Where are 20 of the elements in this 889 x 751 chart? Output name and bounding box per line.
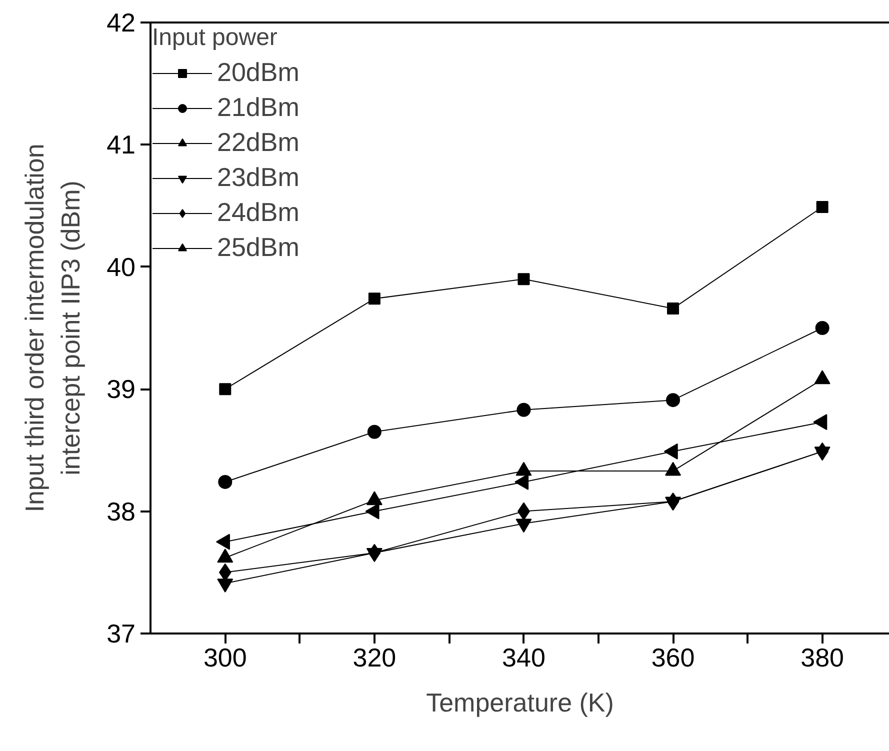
x-tick-label: 300 bbox=[203, 642, 247, 672]
y-tick-label: 41 bbox=[106, 130, 136, 160]
legend-label: 22dBm bbox=[217, 127, 300, 158]
legend-label: 25dBm bbox=[217, 232, 300, 263]
legend-label: 20dBm bbox=[217, 57, 300, 88]
x-tick-label: 340 bbox=[502, 642, 546, 672]
legend-label: 24dBm bbox=[217, 197, 300, 228]
legend-title: Input power bbox=[152, 24, 278, 52]
x-tick-label: 380 bbox=[800, 642, 844, 672]
y-tick-label: 42 bbox=[106, 8, 136, 38]
y-tick-label: 40 bbox=[106, 252, 136, 282]
x-tick-label: 320 bbox=[352, 642, 396, 672]
legend-label: 23dBm bbox=[217, 162, 300, 193]
x-axis-title: Temperature (K) bbox=[426, 688, 614, 718]
y-axis-title: Input third order intermodulation intercept point IIP3 (dBm) bbox=[20, 144, 86, 512]
x-tick-label: 360 bbox=[651, 642, 695, 672]
legend-label: 21dBm bbox=[217, 92, 300, 123]
y-tick-label: 39 bbox=[106, 374, 136, 404]
y-tick-label: 38 bbox=[106, 496, 136, 526]
y-tick-label: 37 bbox=[106, 618, 136, 648]
